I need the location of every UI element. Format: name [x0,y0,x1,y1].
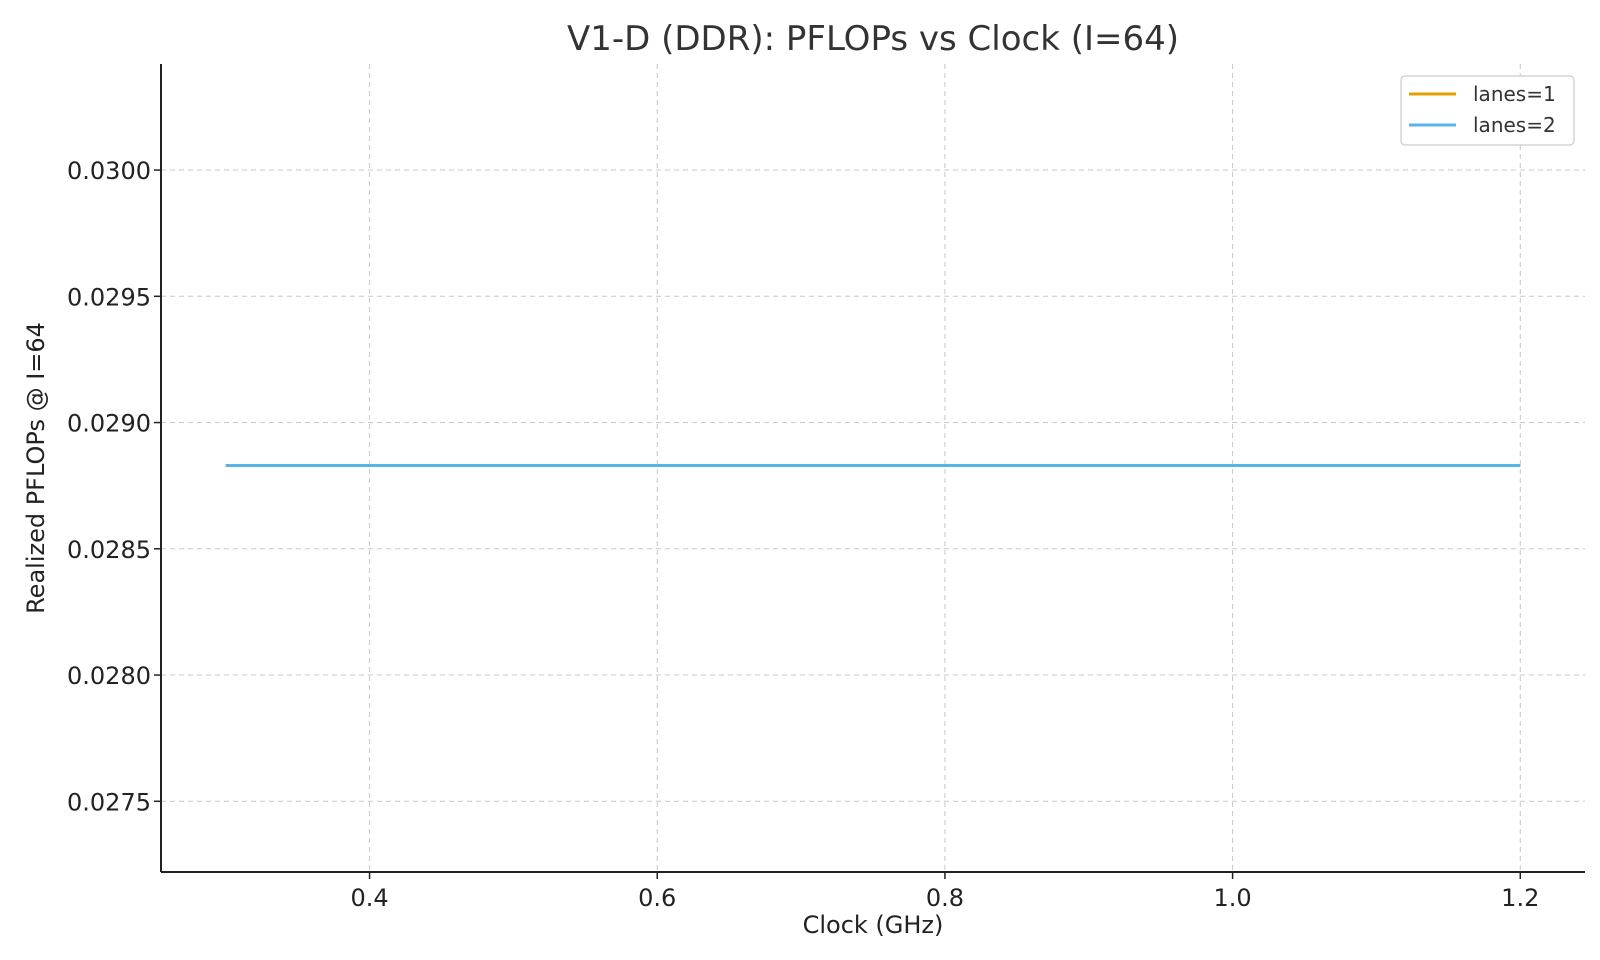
y-axis-label: Realized PFLOPs @ I=64 [22,322,50,614]
x-tick-label: 1.2 [1501,884,1539,912]
y-ticks: 0.0275 0.0280 0.0285 0.0290 0.0295 0.0300 [67,157,161,816]
y-tick-label: 0.0290 [67,410,151,438]
x-ticks: 0.4 0.6 0.8 1.0 1.2 [350,872,1539,912]
legend-items: lanes=1 lanes=2 [1409,82,1556,137]
chart-title: V1-D (DDR): PFLOPs vs Clock (I=64) [567,19,1179,59]
x-tick-label: 1.0 [1214,884,1252,912]
x-tick-label: 0.6 [638,884,676,912]
legend-label: lanes=2 [1473,113,1556,137]
y-tick-label: 0.0280 [67,662,151,690]
y-tick-label: 0.0295 [67,283,151,311]
legend-label: lanes=1 [1473,82,1556,106]
axes [160,64,1585,873]
y-tick-label: 0.0285 [67,536,151,564]
y-tick-label: 0.0300 [67,157,151,185]
x-tick-label: 0.8 [926,884,964,912]
legend: lanes=1 lanes=2 [1400,75,1575,146]
grid [161,64,1585,872]
x-axis-label: Clock (GHz) [803,911,944,939]
x-tick-label: 0.4 [350,884,388,912]
y-tick-label: 0.0275 [67,788,151,816]
